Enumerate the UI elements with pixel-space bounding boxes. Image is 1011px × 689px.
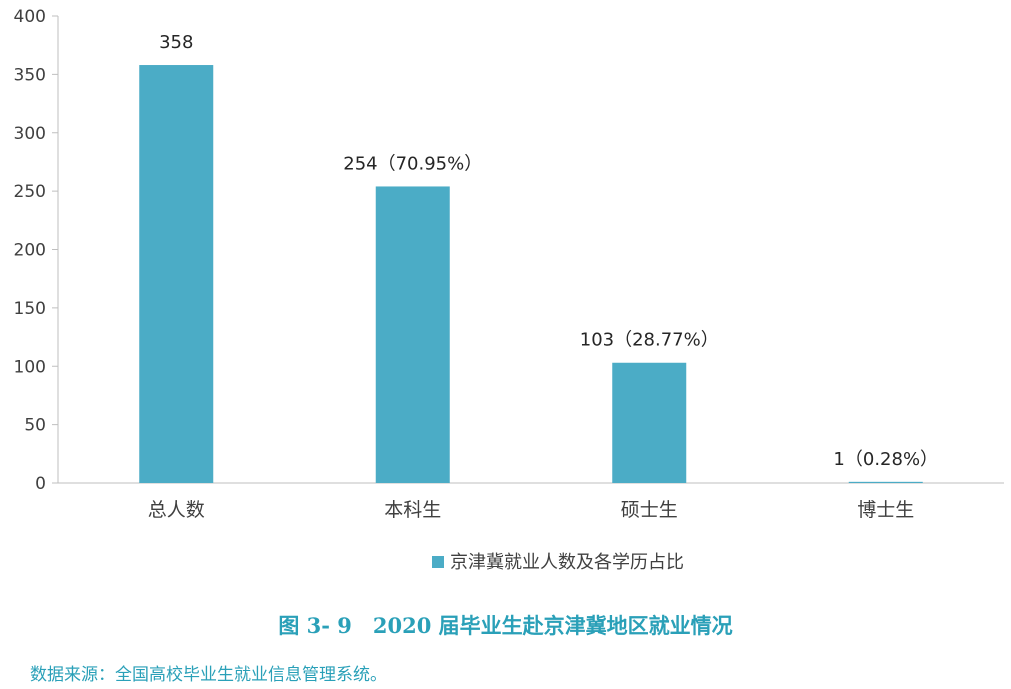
data-source-note: 数据来源：全国高校毕业生就业信息管理系统。: [30, 665, 387, 685]
y-tick-label: 300: [14, 124, 46, 144]
bar: [612, 362, 687, 483]
y-tick-label: 250: [14, 182, 46, 202]
y-tick-label: 0: [35, 474, 46, 494]
data-label: 254（70.95%）: [343, 153, 482, 174]
legend: 京津冀就业人数及各学历占比: [432, 552, 684, 573]
bar-chart: 0 50 100 150 200 250 300 350 400 358 总人数 254（70.95…: [14, 7, 1004, 573]
category-label: 硕士生: [621, 499, 678, 521]
legend-label: 京津冀就业人数及各学历占比: [450, 552, 684, 573]
data-label: 103（28.77%）: [580, 330, 719, 351]
category-label: 本科生: [384, 499, 441, 521]
bars-group: 358 总人数 254（70.95%） 本科生 103（28.77%） 硕士生 1（0.28…: [139, 32, 938, 521]
y-tick-label: 50: [24, 416, 46, 436]
bar: [375, 186, 450, 483]
bar: [139, 65, 214, 483]
data-label: 1（0.28%）: [833, 449, 938, 470]
data-label: 358: [159, 32, 193, 53]
category-label: 博士生: [857, 499, 914, 521]
bar: [848, 481, 923, 483]
y-tick-label: 200: [14, 241, 46, 261]
category-label: 总人数: [148, 499, 205, 521]
figure-caption: 图 3- 9 2020 届毕业生赴京津冀地区就业情况: [278, 613, 733, 638]
y-tick-label: 350: [14, 65, 46, 85]
legend-swatch: [432, 556, 444, 568]
y-tick-label: 100: [14, 357, 46, 377]
y-axis-ticks: 0 50 100 150 200 250 300 350 400: [14, 7, 58, 494]
y-tick-label: 150: [14, 299, 46, 319]
y-tick-label: 400: [14, 7, 46, 27]
